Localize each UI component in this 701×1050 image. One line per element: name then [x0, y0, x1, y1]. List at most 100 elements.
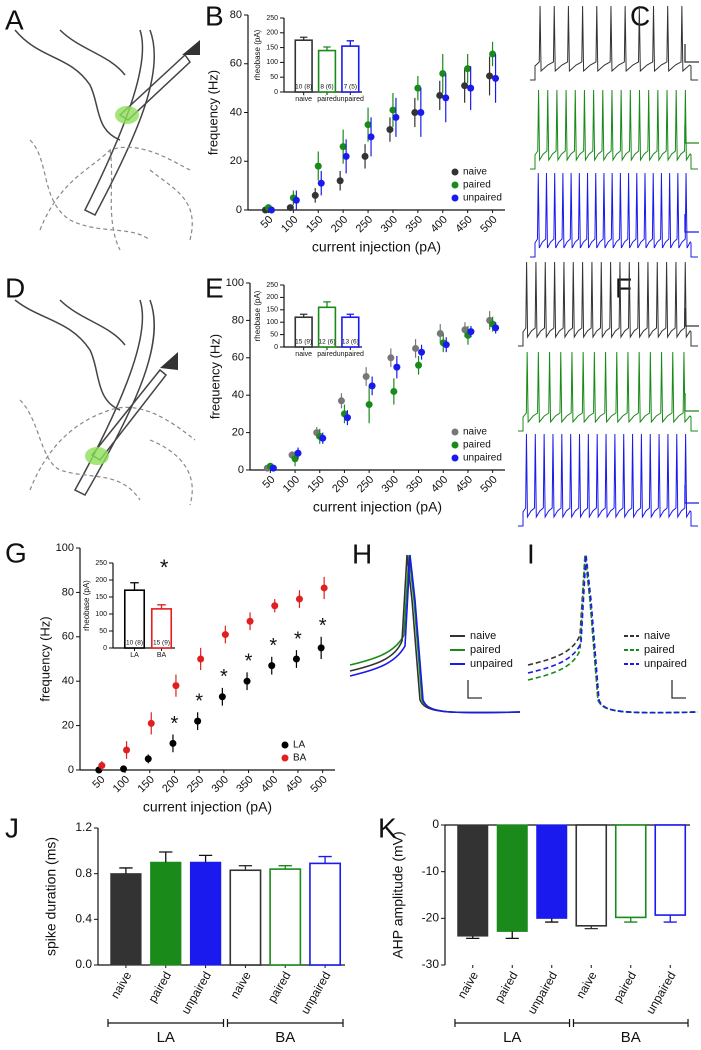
data-point: [439, 70, 447, 77]
x-tick-label: 250: [185, 774, 206, 795]
x-tick-label: unpaired: [337, 96, 364, 103]
y-tick-label: 100: [266, 59, 278, 66]
x-tick-label: paired: [610, 969, 639, 1005]
y-tick-label: 50: [270, 331, 278, 338]
x-tick-label: naive: [455, 969, 482, 1001]
x-tick-label: paired: [145, 969, 174, 1005]
panel-label: H: [352, 538, 372, 569]
x-tick-label: 150: [135, 774, 156, 795]
action-potential: [527, 554, 699, 714]
y-tick-label: 50: [99, 628, 107, 635]
voltage-trace: [530, 172, 698, 258]
y-tick-label: 40: [230, 106, 242, 118]
error-bar: [346, 40, 355, 47]
y-tick-label: 250: [266, 15, 278, 22]
panel-label: K: [378, 812, 397, 843]
bar: [150, 861, 182, 966]
x-tick-label: 400: [428, 214, 449, 235]
data-point: [337, 397, 345, 405]
x-tick-label: 250: [355, 474, 376, 495]
y-tick-label: 0: [274, 344, 278, 351]
n-label: 10 (8): [126, 640, 143, 647]
y-tick-label: 150: [95, 594, 107, 601]
bar: [536, 824, 568, 919]
y-tick-label: 40: [62, 675, 74, 687]
x-tick-label: unpaired: [525, 969, 560, 1016]
y-tick-label: 50: [270, 74, 278, 81]
panel-label: C: [630, 0, 650, 31]
data-point: [123, 746, 131, 754]
data-point: [412, 344, 420, 352]
data-point: [436, 91, 444, 99]
bar: [654, 824, 687, 916]
x-tick-label: 450: [453, 214, 474, 235]
n-label: 7 (5): [344, 84, 357, 91]
x-axis-label: current injection (pA): [312, 239, 441, 255]
legend-marker: [451, 441, 459, 449]
slice-drawing-d: [14, 299, 196, 506]
data-point: [267, 206, 275, 214]
scale-bar: [684, 125, 699, 144]
data-point: [362, 373, 370, 380]
x-tick-label: 400: [429, 474, 450, 495]
x-axis-label: current injection (pA): [143, 799, 272, 815]
bar: [309, 862, 342, 966]
error-bar: [119, 867, 133, 874]
data-point: [492, 324, 500, 332]
x-tick-label: 200: [329, 214, 350, 235]
n-label: 12 (6): [319, 339, 336, 346]
data-point: [389, 106, 397, 114]
y-tick-label: 0: [238, 464, 244, 476]
data-point: [393, 363, 401, 371]
legend-label: unpaired: [463, 193, 502, 204]
group-bracket: [107, 1019, 225, 1027]
panel-label: B: [205, 0, 224, 31]
slice-drawing-a: [14, 29, 200, 251]
x-tick-label: 200: [330, 474, 351, 495]
panel-label: J: [5, 812, 19, 843]
x-tick-label: 450: [454, 474, 475, 495]
data-point: [319, 434, 327, 442]
data-point: [364, 121, 372, 129]
data-point: [387, 354, 395, 362]
data-point: [386, 126, 394, 134]
data-point: [467, 84, 475, 92]
data-point: [169, 739, 177, 747]
group-bracket: [454, 1019, 571, 1027]
x-tick-label: 50: [90, 774, 107, 791]
x-tick-label: 200: [160, 774, 181, 795]
data-point: [411, 109, 419, 116]
x-tick-label: paired: [492, 969, 521, 1005]
data-point: [436, 329, 444, 337]
legend-marker: [451, 194, 459, 202]
data-point: [291, 455, 299, 463]
data-point: [294, 449, 302, 457]
error-bar: [545, 918, 559, 923]
x-tick-label: naive: [573, 969, 600, 1001]
scale-bar: [467, 680, 482, 699]
data-point: [492, 74, 500, 82]
x-tick-label: BA: [157, 652, 167, 659]
x-tick-label: 150: [304, 214, 325, 235]
y-tick-label: 80: [62, 586, 74, 598]
n-label: 15 (9): [153, 640, 170, 647]
significance-star: *: [319, 615, 327, 637]
y-tick-label: 20: [230, 155, 242, 167]
x-tick-label: paired: [317, 351, 337, 358]
data-point: [120, 765, 128, 773]
voltage-trace: [530, 89, 698, 170]
y-axis-label: frequency (Hz): [207, 334, 222, 419]
error-bar: [346, 313, 355, 318]
data-point: [467, 328, 475, 336]
bar: [189, 861, 222, 966]
y-tick-label: -20: [422, 911, 440, 925]
error-bar: [505, 931, 519, 940]
legend-marker: [281, 741, 289, 749]
data-point: [464, 65, 472, 73]
y-tick-label: 250: [266, 282, 278, 289]
legend-marker: [451, 454, 459, 462]
x-tick-label: naive: [108, 969, 135, 1001]
panel-label: E: [205, 272, 224, 303]
n-label: 13 (6): [342, 339, 359, 346]
